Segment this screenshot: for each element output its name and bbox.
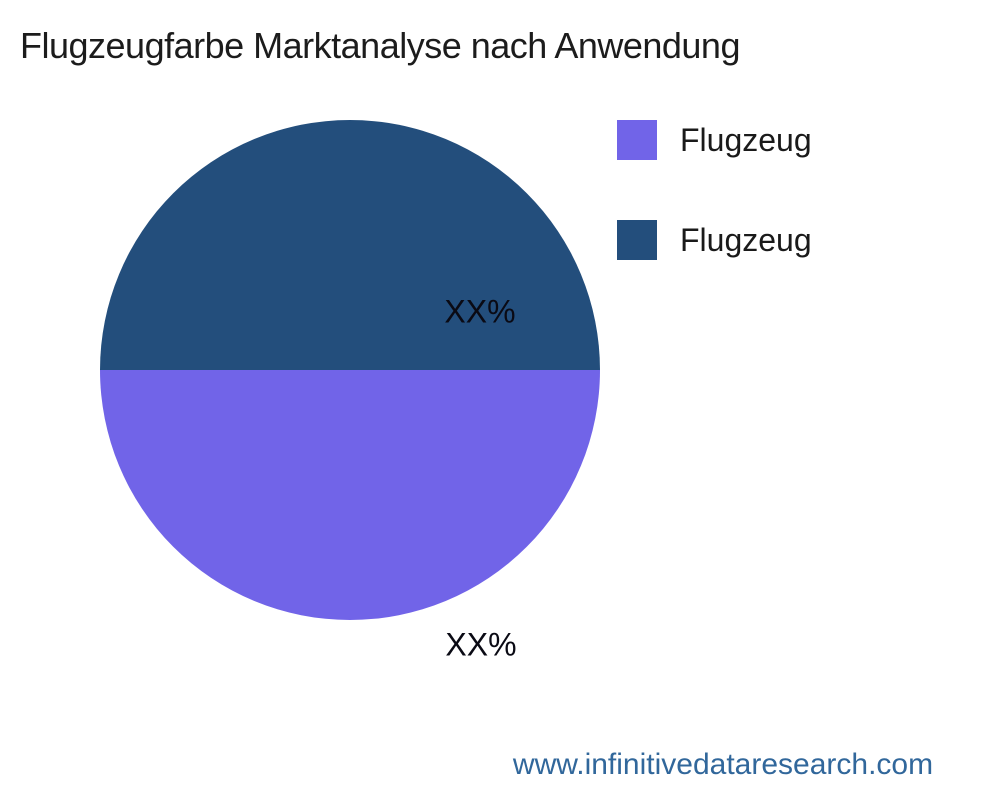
pie-slice-label-bottom: XX% [445,626,517,663]
legend-swatch-purple [617,120,657,160]
legend: Flugzeug Flugzeug [617,120,812,260]
pie-slice-label-top: XX% [444,293,516,330]
legend-item-1: Flugzeug [617,120,812,160]
footer-url: www.infinitivedataresearch.com [512,748,934,781]
legend-label: Flugzeug [680,121,812,158]
legend-label: Flugzeug [680,221,812,258]
chart-title: Flugzeugfarbe Marktanalyse nach Anwendun… [20,25,740,66]
legend-swatch-navy [617,220,657,260]
legend-item-2: Flugzeug [617,220,812,260]
pie-chart: XX% XX% [100,120,600,663]
